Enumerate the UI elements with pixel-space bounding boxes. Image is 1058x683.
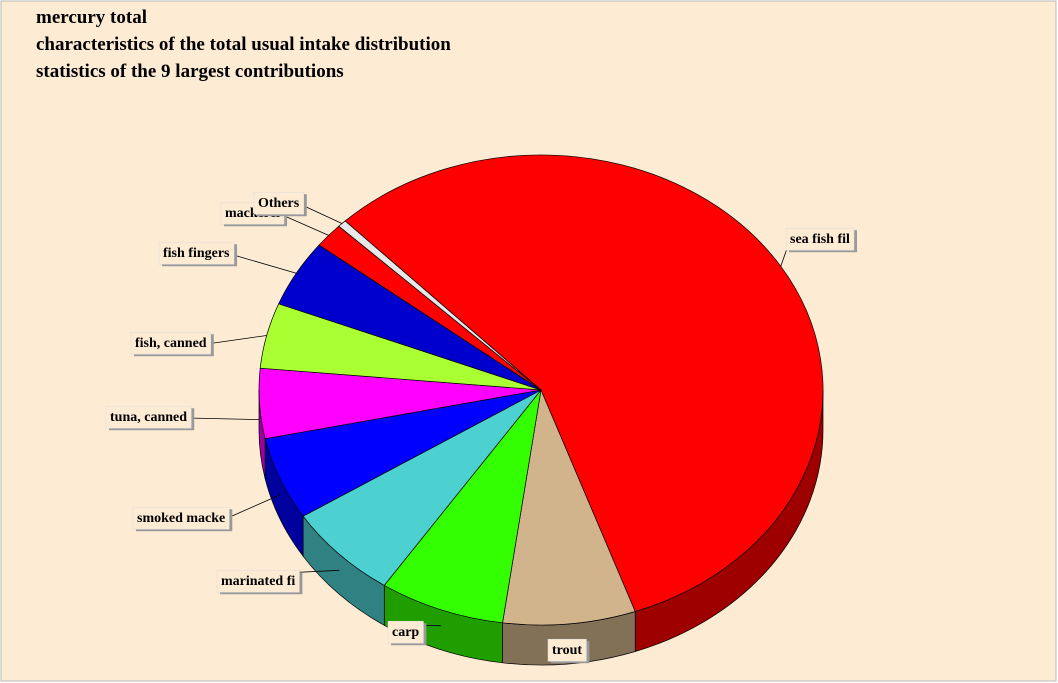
chart-subtitle: statistics of the 9 largest contribution… bbox=[36, 61, 344, 82]
slice-label: carp bbox=[392, 625, 419, 640]
label-box bbox=[387, 620, 424, 644]
slice-label: trout bbox=[552, 643, 582, 658]
label-box bbox=[132, 506, 230, 530]
slice-label: smoked macke bbox=[137, 511, 225, 526]
label-box bbox=[130, 331, 212, 355]
label-box bbox=[158, 241, 235, 265]
label-box bbox=[547, 638, 587, 662]
pie-slice bbox=[302, 389, 542, 586]
slice-label: sea fish fil bbox=[790, 232, 850, 247]
leader-line bbox=[206, 335, 267, 345]
label-box bbox=[105, 405, 192, 429]
label-box bbox=[785, 227, 855, 251]
label-box bbox=[253, 191, 305, 215]
label-box bbox=[216, 569, 300, 593]
slice-label: Others bbox=[258, 196, 300, 211]
leader-line bbox=[229, 253, 297, 274]
pie-slice bbox=[502, 388, 636, 626]
slice-label: fish, canned bbox=[135, 336, 207, 351]
leader-line bbox=[299, 203, 343, 224]
slice-label: fish fingers bbox=[163, 246, 230, 261]
slice-label: tuna, canned bbox=[110, 410, 187, 425]
leader-line bbox=[225, 494, 281, 520]
chart-title: mercury total bbox=[36, 7, 147, 28]
chart-subtitle: characteristics of the total usual intak… bbox=[36, 34, 451, 55]
pie-slice bbox=[383, 388, 542, 624]
leader-line bbox=[279, 213, 329, 236]
leader-line bbox=[187, 417, 260, 421]
slice-label: marinated fi bbox=[221, 574, 295, 589]
